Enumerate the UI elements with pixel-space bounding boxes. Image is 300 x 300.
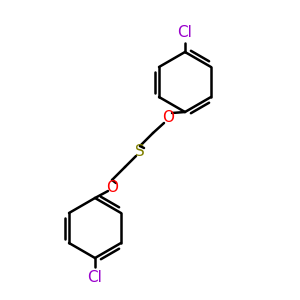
Text: S: S (135, 145, 145, 160)
Text: O: O (106, 179, 118, 194)
Text: Cl: Cl (178, 25, 192, 40)
Text: Cl: Cl (88, 270, 102, 285)
Text: O: O (162, 110, 174, 125)
